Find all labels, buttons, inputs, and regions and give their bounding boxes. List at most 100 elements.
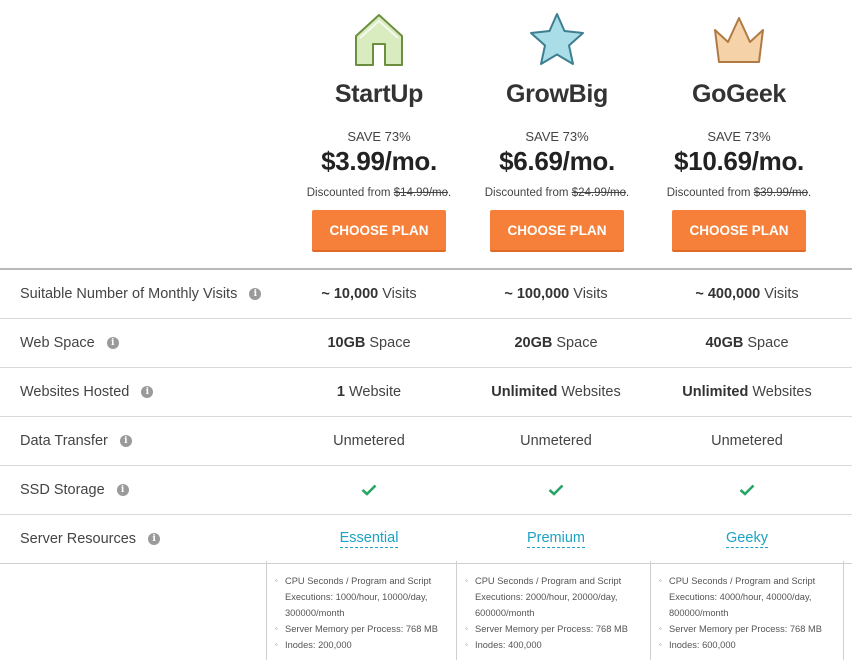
cell-bold: ~ 400,000 xyxy=(695,286,761,302)
row-label: SSD Storage i xyxy=(20,466,129,514)
table-row-web-space: Web Space i 10GB Space 20GB Space 40GB S… xyxy=(0,319,852,368)
cell-text: Visits xyxy=(378,286,417,302)
row-label-text: Data Transfer xyxy=(20,433,108,449)
crown-icon xyxy=(644,12,834,68)
table-top-divider xyxy=(0,268,852,270)
table-cell xyxy=(652,466,842,514)
resource-detail-gogeek: CPU Seconds / Program and Script Executi… xyxy=(650,561,844,660)
info-icon[interactable]: i xyxy=(116,484,129,496)
info-icon[interactable]: i xyxy=(148,533,161,545)
choose-plan-button-startup[interactable]: CHOOSE PLAN xyxy=(312,210,446,250)
table-cell: Geeky xyxy=(652,515,842,563)
cell-bold: 10GB xyxy=(327,335,366,351)
cell-text: Websites xyxy=(748,384,812,400)
table-cell: 40GB Space xyxy=(652,319,842,367)
discount-prefix: Discounted from xyxy=(666,187,751,199)
check-icon xyxy=(361,484,377,496)
info-icon[interactable]: i xyxy=(141,386,154,398)
house-icon xyxy=(284,12,474,68)
table-cell xyxy=(274,466,464,514)
cell-text: Space xyxy=(365,335,411,351)
row-label-text: SSD Storage xyxy=(20,482,105,498)
table-cell: 20GB Space xyxy=(461,319,651,367)
plan-discount: Discounted from $14.99/mo. xyxy=(306,187,452,199)
cell-bold: 20GB xyxy=(514,335,553,351)
row-label: Websites Hosted i xyxy=(20,368,154,416)
detail-cpu: CPU Seconds / Program and Script Executi… xyxy=(465,573,644,621)
cell-bold: Unlimited xyxy=(491,384,558,400)
table-row-ssd: SSD Storage i xyxy=(0,466,852,515)
cell-text: Visits xyxy=(760,286,799,302)
plan-save-badge: SAVE 73% xyxy=(347,129,411,144)
resources-link-essential[interactable]: Essential xyxy=(339,530,399,548)
table-cell: ~ 400,000 Visits xyxy=(652,270,842,318)
old-price: $14.99/mo xyxy=(393,187,449,199)
detail-cpu: CPU Seconds / Program and Script Executi… xyxy=(275,573,450,621)
table-row-data-transfer: Data Transfer i Unmetered Unmetered Unme… xyxy=(0,417,852,466)
row-label: Data Transfer i xyxy=(20,417,132,465)
table-cell xyxy=(461,466,651,514)
discount-prefix: Discounted from xyxy=(306,187,391,199)
table-cell: Premium xyxy=(461,515,651,563)
star-icon xyxy=(462,12,652,68)
plan-discount: Discounted from $39.99/mo. xyxy=(666,187,812,199)
row-label-text: Suitable Number of Monthly Visits xyxy=(20,286,238,302)
features-table: Suitable Number of Monthly Visits i ~ 10… xyxy=(0,270,852,564)
table-cell: Unmetered xyxy=(520,433,592,449)
table-cell: Unmetered xyxy=(333,433,405,449)
plan-name: GrowBig xyxy=(505,80,609,108)
discount-prefix: Discounted from xyxy=(484,187,569,199)
plan-price: $10.69/mo. xyxy=(674,146,804,176)
table-row-visits: Suitable Number of Monthly Visits i ~ 10… xyxy=(0,270,852,319)
detail-cpu: CPU Seconds / Program and Script Executi… xyxy=(659,573,837,621)
resources-link-premium[interactable]: Premium xyxy=(526,530,585,548)
cell-text: Space xyxy=(552,335,598,351)
detail-memory: Server Memory per Process: 768 MB xyxy=(275,621,450,637)
table-cell: Essential xyxy=(274,515,464,563)
table-row-server-resources: Server Resources i Essential Premium Gee… xyxy=(0,515,852,564)
table-cell: Unmetered xyxy=(711,433,783,449)
table-cell: 1 Website xyxy=(274,368,464,416)
cell-text: Visits xyxy=(569,286,608,302)
table-cell: ~ 100,000 Visits xyxy=(461,270,651,318)
plan-discount: Discounted from $24.99/mo. xyxy=(484,187,630,199)
row-label: Suitable Number of Monthly Visits i xyxy=(20,270,262,318)
table-cell: ~ 10,000 Visits xyxy=(274,270,464,318)
table-cell: 10GB Space xyxy=(274,319,464,367)
table-cell: Unlimited Websites xyxy=(652,368,842,416)
resource-detail-startup: CPU Seconds / Program and Script Executi… xyxy=(266,561,456,660)
cell-bold: ~ 100,000 xyxy=(504,286,570,302)
choose-plan-button-growbig[interactable]: CHOOSE PLAN xyxy=(490,210,624,250)
cell-text: Space xyxy=(743,335,789,351)
info-icon[interactable]: i xyxy=(119,435,132,447)
cell-bold: ~ 10,000 xyxy=(321,286,379,302)
old-price: $24.99/mo xyxy=(571,187,627,199)
check-icon xyxy=(548,484,564,496)
row-label-text: Websites Hosted xyxy=(20,384,130,400)
plans-header: StartUp SAVE 73% $3.99/mo. Discounted fr… xyxy=(0,0,852,268)
plan-price: $3.99/mo. xyxy=(321,146,437,176)
detail-inodes: Inodes: 600,000 xyxy=(659,637,837,653)
resources-link-geeky[interactable]: Geeky xyxy=(726,530,768,548)
plan-name: GoGeek xyxy=(691,80,787,108)
table-row-websites: Websites Hosted i 1 Website Unlimited We… xyxy=(0,368,852,417)
cell-bold: Unlimited xyxy=(682,384,749,400)
plan-name: StartUp xyxy=(334,80,424,108)
info-icon[interactable]: i xyxy=(249,288,262,300)
row-label-text: Server Resources xyxy=(20,531,137,547)
resource-detail-growbig: CPU Seconds / Program and Script Executi… xyxy=(456,561,650,660)
detail-memory: Server Memory per Process: 768 MB xyxy=(659,621,837,637)
choose-plan-button-gogeek[interactable]: CHOOSE PLAN xyxy=(672,210,806,250)
cell-text: Websites xyxy=(557,384,621,400)
cell-text: Website xyxy=(344,384,402,400)
row-label: Server Resources i xyxy=(20,515,161,563)
detail-inodes: Inodes: 400,000 xyxy=(465,637,644,653)
row-label-text: Web Space xyxy=(20,335,95,351)
cell-bold: 40GB xyxy=(705,335,744,351)
plan-save-badge: SAVE 73% xyxy=(707,129,771,144)
info-icon[interactable]: i xyxy=(106,337,119,349)
detail-memory: Server Memory per Process: 768 MB xyxy=(465,621,644,637)
plan-save-badge: SAVE 73% xyxy=(525,129,589,144)
table-cell: Unlimited Websites xyxy=(461,368,651,416)
plan-price: $6.69/mo. xyxy=(499,146,615,176)
